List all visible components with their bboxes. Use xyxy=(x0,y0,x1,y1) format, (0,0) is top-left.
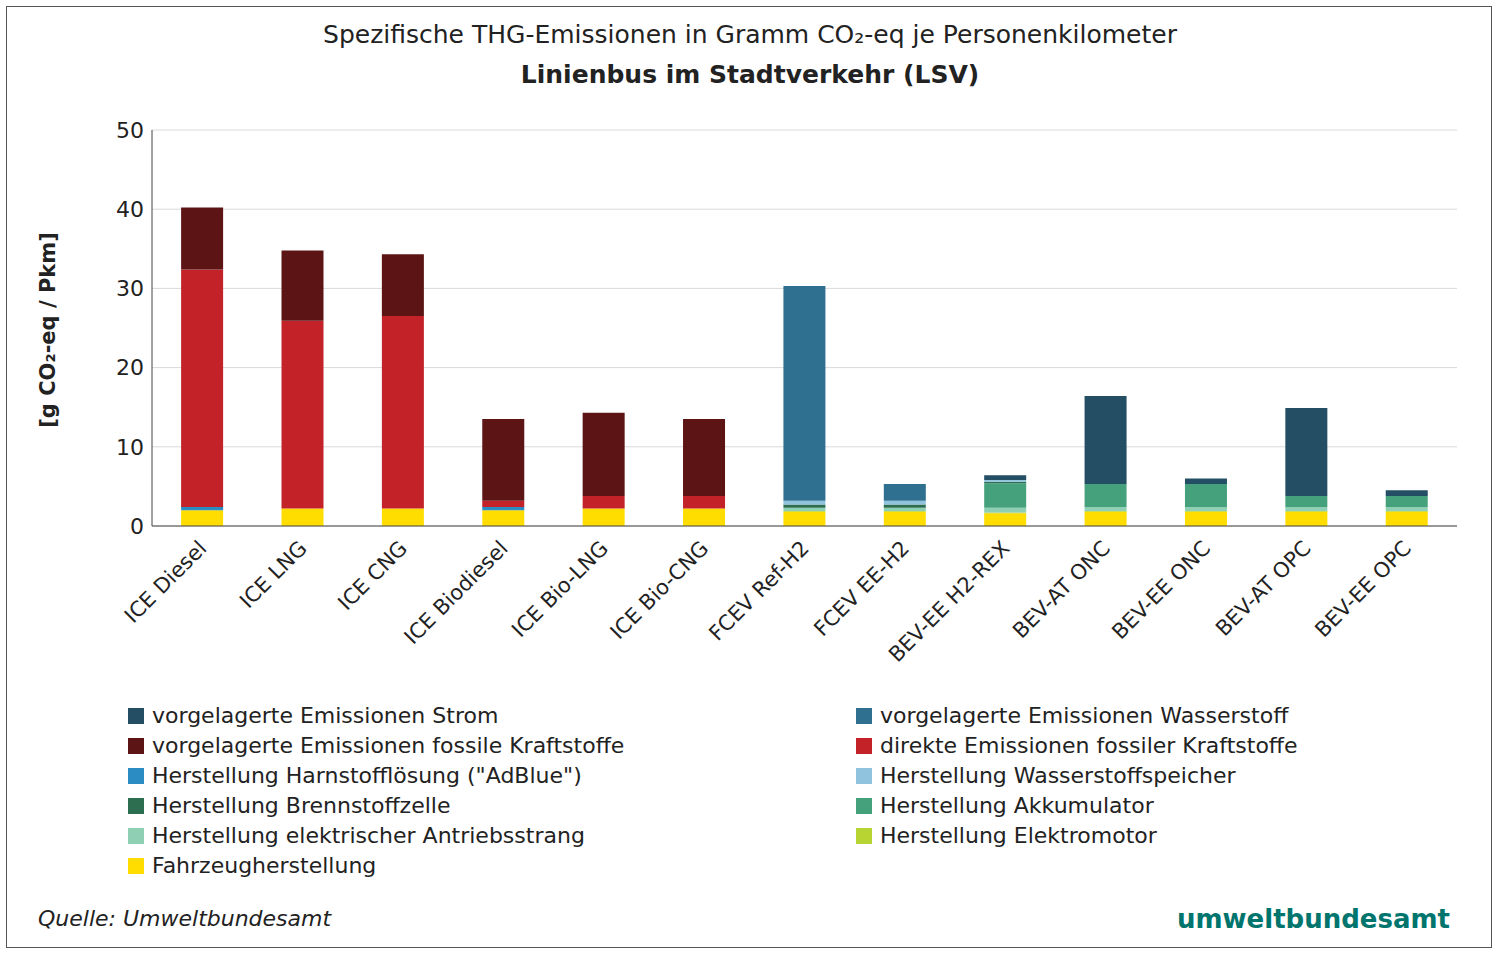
svg-text:BEV-EE H2-REX: BEV-EE H2-REX xyxy=(884,536,1015,667)
html-text:Herstellung Harnstofflösung (": Herstellung Harnstofflösung ("AdBlue") xyxy=(152,763,582,788)
html-text:Herstellung Brennstoffzelle: Herstellung Brennstoffzelle xyxy=(152,793,451,818)
html-text:Herstellung Akkumulator: Herstellung Akkumulator xyxy=(880,793,1154,818)
svg-text:30: 30 xyxy=(116,276,144,301)
svg-text:ICE LNG: ICE LNG xyxy=(235,536,312,613)
svg-text:ICE Biodiesel: ICE Biodiesel xyxy=(400,536,513,649)
svg-text:ICE Bio-LNG: ICE Bio-LNG xyxy=(507,536,613,642)
html-text:Linienbus im Stadtverkehr (LSV: Linienbus im Stadtverkehr (LSV) xyxy=(520,60,980,89)
svg-text:20: 20 xyxy=(116,355,144,380)
svg-text:FCEV EE-H2: FCEV EE-H2 xyxy=(809,536,914,641)
html-text:direkte Emissionen fossiler Kr: direkte Emissionen fossiler Kraftstoffe xyxy=(880,733,1298,758)
svg-text:50: 50 xyxy=(116,118,144,143)
html-text:vorgelagerte Emissionen Strom: vorgelagerte Emissionen Strom xyxy=(152,703,499,728)
html-text:Herstellung Wasserstoffspeiche: Herstellung Wasserstoffspeicher xyxy=(880,763,1236,788)
html-text:vorgelagerte Emissionen Wasser: vorgelagerte Emissionen Wasserstoff xyxy=(880,703,1289,728)
html-text:Quelle: Umweltbundesamt: Quelle: Umweltbundesamt xyxy=(38,906,332,931)
svg-text:10: 10 xyxy=(116,435,144,460)
html-text:[g CO₂-eq / Pkm]: [g CO₂-eq / Pkm] xyxy=(36,232,60,428)
svg-text:0: 0 xyxy=(130,514,144,539)
html-text:vorgelagerte Emissionen fossil: vorgelagerte Emissionen fossile Kraftsto… xyxy=(152,733,625,758)
svg-text:BEV-EE OPC: BEV-EE OPC xyxy=(1310,536,1416,642)
svg-text:BEV-AT OPC: BEV-AT OPC xyxy=(1211,536,1316,641)
svg-text:BEV-AT ONC: BEV-AT ONC xyxy=(1008,536,1115,643)
html-text:Fahrzeugherstellung: Fahrzeugherstellung xyxy=(152,853,377,878)
svg-text:ICE CNG: ICE CNG xyxy=(333,536,412,615)
svg-text:40: 40 xyxy=(116,197,144,222)
svg-text:ICE Diesel: ICE Diesel xyxy=(120,536,212,628)
svg-text:FCEV Ref-H2: FCEV Ref-H2 xyxy=(704,536,813,645)
html-text:Spezifische THG-Emissionen in: Spezifische THG-Emissionen in Gramm CO₂-… xyxy=(323,20,1177,49)
html-text:Herstellung Elektromotor: Herstellung Elektromotor xyxy=(880,823,1157,848)
svg-text:BEV-EE ONC: BEV-EE ONC xyxy=(1107,536,1215,644)
html-text:Herstellung elektrischer Antri: Herstellung elektrischer Antriebsstrang xyxy=(152,823,585,848)
svg-text:ICE Bio-CNG: ICE Bio-CNG xyxy=(605,536,713,644)
html-text:umweltbundesamt: umweltbundesamt xyxy=(1177,904,1450,934)
